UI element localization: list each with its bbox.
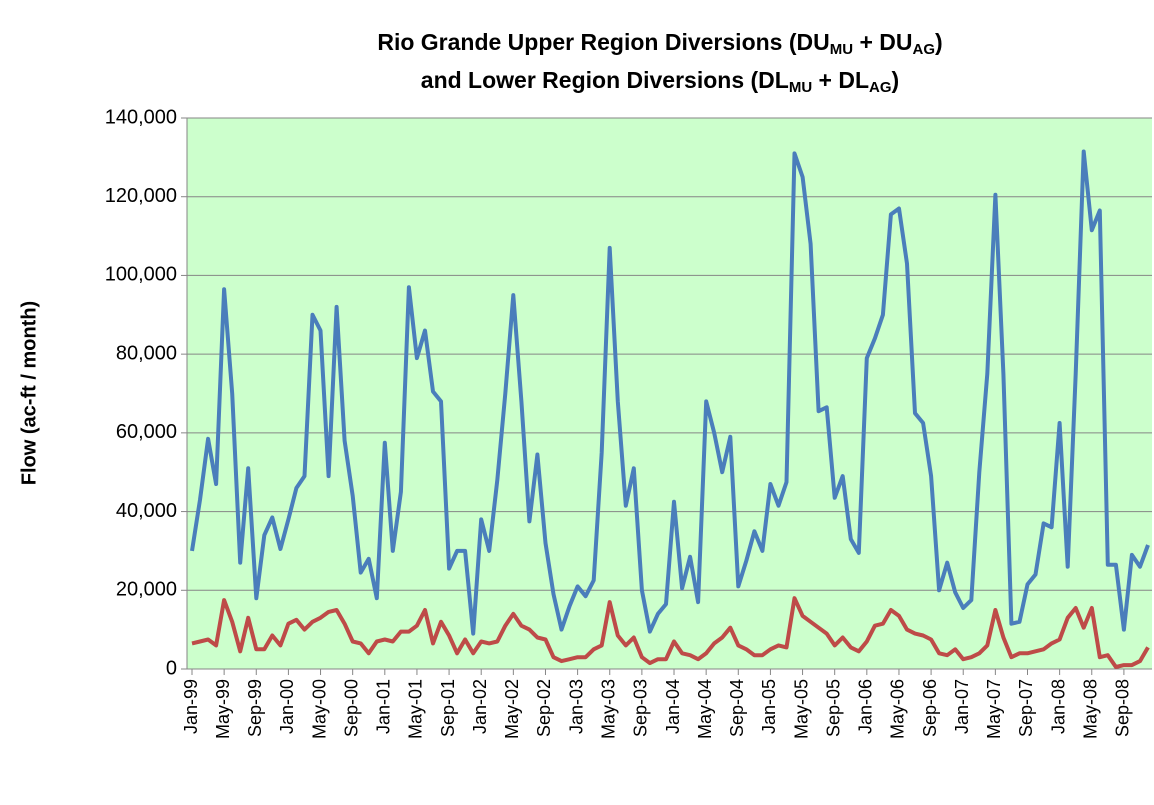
y-axis-label: Flow (ac-ft / month): [18, 301, 40, 485]
y-tick-label: 20,000: [116, 579, 177, 601]
y-tick-label: 120,000: [105, 185, 177, 207]
y-tick-label: 100,000: [105, 264, 177, 286]
x-tick-label: Sep-00: [341, 679, 361, 737]
y-tick-label: 40,000: [116, 500, 177, 522]
title-text: and Lower Region Diversions (DL: [421, 67, 789, 93]
data-line: [191, 596, 1150, 669]
x-tick-label: May-02: [502, 679, 522, 739]
y-tick-label: 80,000: [116, 342, 177, 364]
title-subscript: MU: [789, 79, 812, 96]
x-tick-label: Sep-04: [727, 679, 747, 737]
x-tick-label: Jan-06: [856, 679, 876, 734]
x-tick-label: May-05: [791, 679, 811, 739]
x-tick-label: May-00: [309, 679, 329, 739]
chart-title-line-1: Rio Grande Upper Region Diversions (DUMU…: [377, 29, 942, 58]
y-tick-label: 140,000: [105, 106, 177, 128]
x-tick-label: Sep-01: [438, 679, 458, 737]
x-tick-label: May-03: [598, 679, 618, 739]
x-tick-label: Sep-99: [245, 679, 265, 737]
title-text: Rio Grande Upper Region Diversions (DU: [377, 29, 829, 55]
x-tick-label: May-06: [888, 679, 908, 739]
title-subscript: AG: [869, 79, 892, 96]
title-subscript: MU: [830, 41, 853, 58]
x-tick-label: Jan-01: [374, 679, 394, 734]
x-tick-label: Jan-00: [277, 679, 297, 734]
x-tick-label: Jan-08: [1048, 679, 1068, 734]
x-tick-label: Sep-02: [534, 679, 554, 737]
data-line: [190, 149, 1150, 636]
x-tick-label: May-04: [695, 679, 715, 739]
title-subscript: AG: [913, 41, 936, 58]
x-tick-label: Sep-05: [823, 679, 843, 737]
chart-title-line-2: and Lower Region Diversions (DLMU + DLAG…: [421, 67, 899, 96]
y-tick-label: 0: [166, 657, 177, 679]
x-tick-label: Jan-04: [663, 679, 683, 734]
x-tick-label: Sep-08: [1113, 679, 1133, 737]
title-text: + DU: [853, 29, 912, 55]
x-tick-label: May-99: [213, 679, 233, 739]
x-tick-label: Sep-06: [920, 679, 940, 737]
x-tick-label: Jan-05: [759, 679, 779, 734]
x-tick-label: Jan-02: [470, 679, 490, 734]
x-tick-label: May-01: [406, 679, 426, 739]
x-tick-label: May-08: [1081, 679, 1101, 739]
y-tick-label: 60,000: [116, 421, 177, 443]
x-tick-label: Jan-99: [181, 679, 201, 734]
title-text: + DL: [812, 67, 869, 93]
title-text: ): [935, 29, 943, 55]
title-text: ): [892, 67, 900, 93]
x-tick-label: May-07: [984, 679, 1004, 739]
x-tick-label: Jan-03: [566, 679, 586, 734]
x-tick-label: Jan-07: [952, 679, 972, 734]
x-tick-label: Sep-03: [631, 679, 651, 737]
x-tick-label: Sep-07: [1016, 679, 1036, 737]
